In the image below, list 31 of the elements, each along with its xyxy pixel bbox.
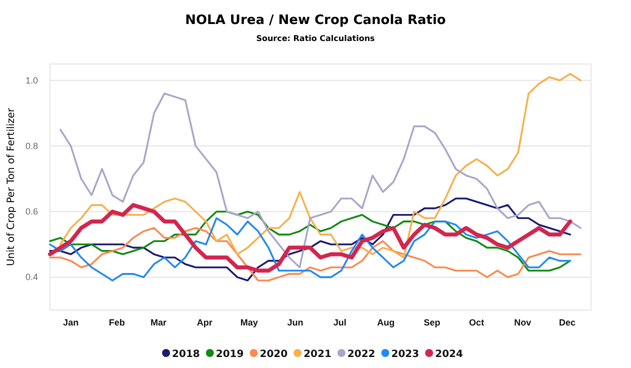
line-series	[49, 217, 572, 282]
x-tick-label: Jan	[63, 317, 79, 328]
legend-label: 2024	[435, 349, 463, 360]
x-tick-label: Sep	[424, 317, 441, 328]
line-series	[60, 92, 582, 268]
line-series	[60, 72, 582, 258]
y-tick-label: 0.8	[25, 140, 38, 151]
legend-label: 2019	[216, 349, 244, 360]
y-tick-label: 1.0	[25, 75, 38, 86]
legend-label: 2021	[304, 349, 332, 360]
y-axis-title: Unit of Crop Per Ton of Fertilizer	[6, 107, 17, 266]
x-tick-label: Dec	[558, 317, 576, 328]
chart-subtitle: Source: Ratio Calculations	[256, 34, 376, 43]
legend-label: 2018	[172, 349, 200, 360]
x-tick-label: Jun	[287, 317, 304, 328]
x-tick-label: Nov	[514, 317, 532, 328]
chart-title: NOLA Urea / New Crop Canola Ratio	[185, 13, 446, 28]
y-tick-label: 0.6	[25, 206, 38, 216]
line-series	[49, 198, 572, 282]
x-tick-label: Apr	[196, 317, 213, 328]
x-tick-label: Mar	[150, 317, 167, 328]
legend-label: 2023	[391, 349, 420, 360]
x-tick-label: Feb	[108, 317, 126, 328]
x-tick-label: Jul	[333, 317, 346, 328]
x-tick-label: Oct	[469, 317, 484, 328]
x-tick-label: May	[240, 317, 258, 328]
y-tick-label: 0.4	[25, 272, 38, 282]
line-series	[49, 227, 582, 282]
legend-label: 2022	[347, 349, 376, 360]
x-tick-label: Aug	[377, 317, 395, 328]
legend-label: 2020	[260, 349, 288, 360]
